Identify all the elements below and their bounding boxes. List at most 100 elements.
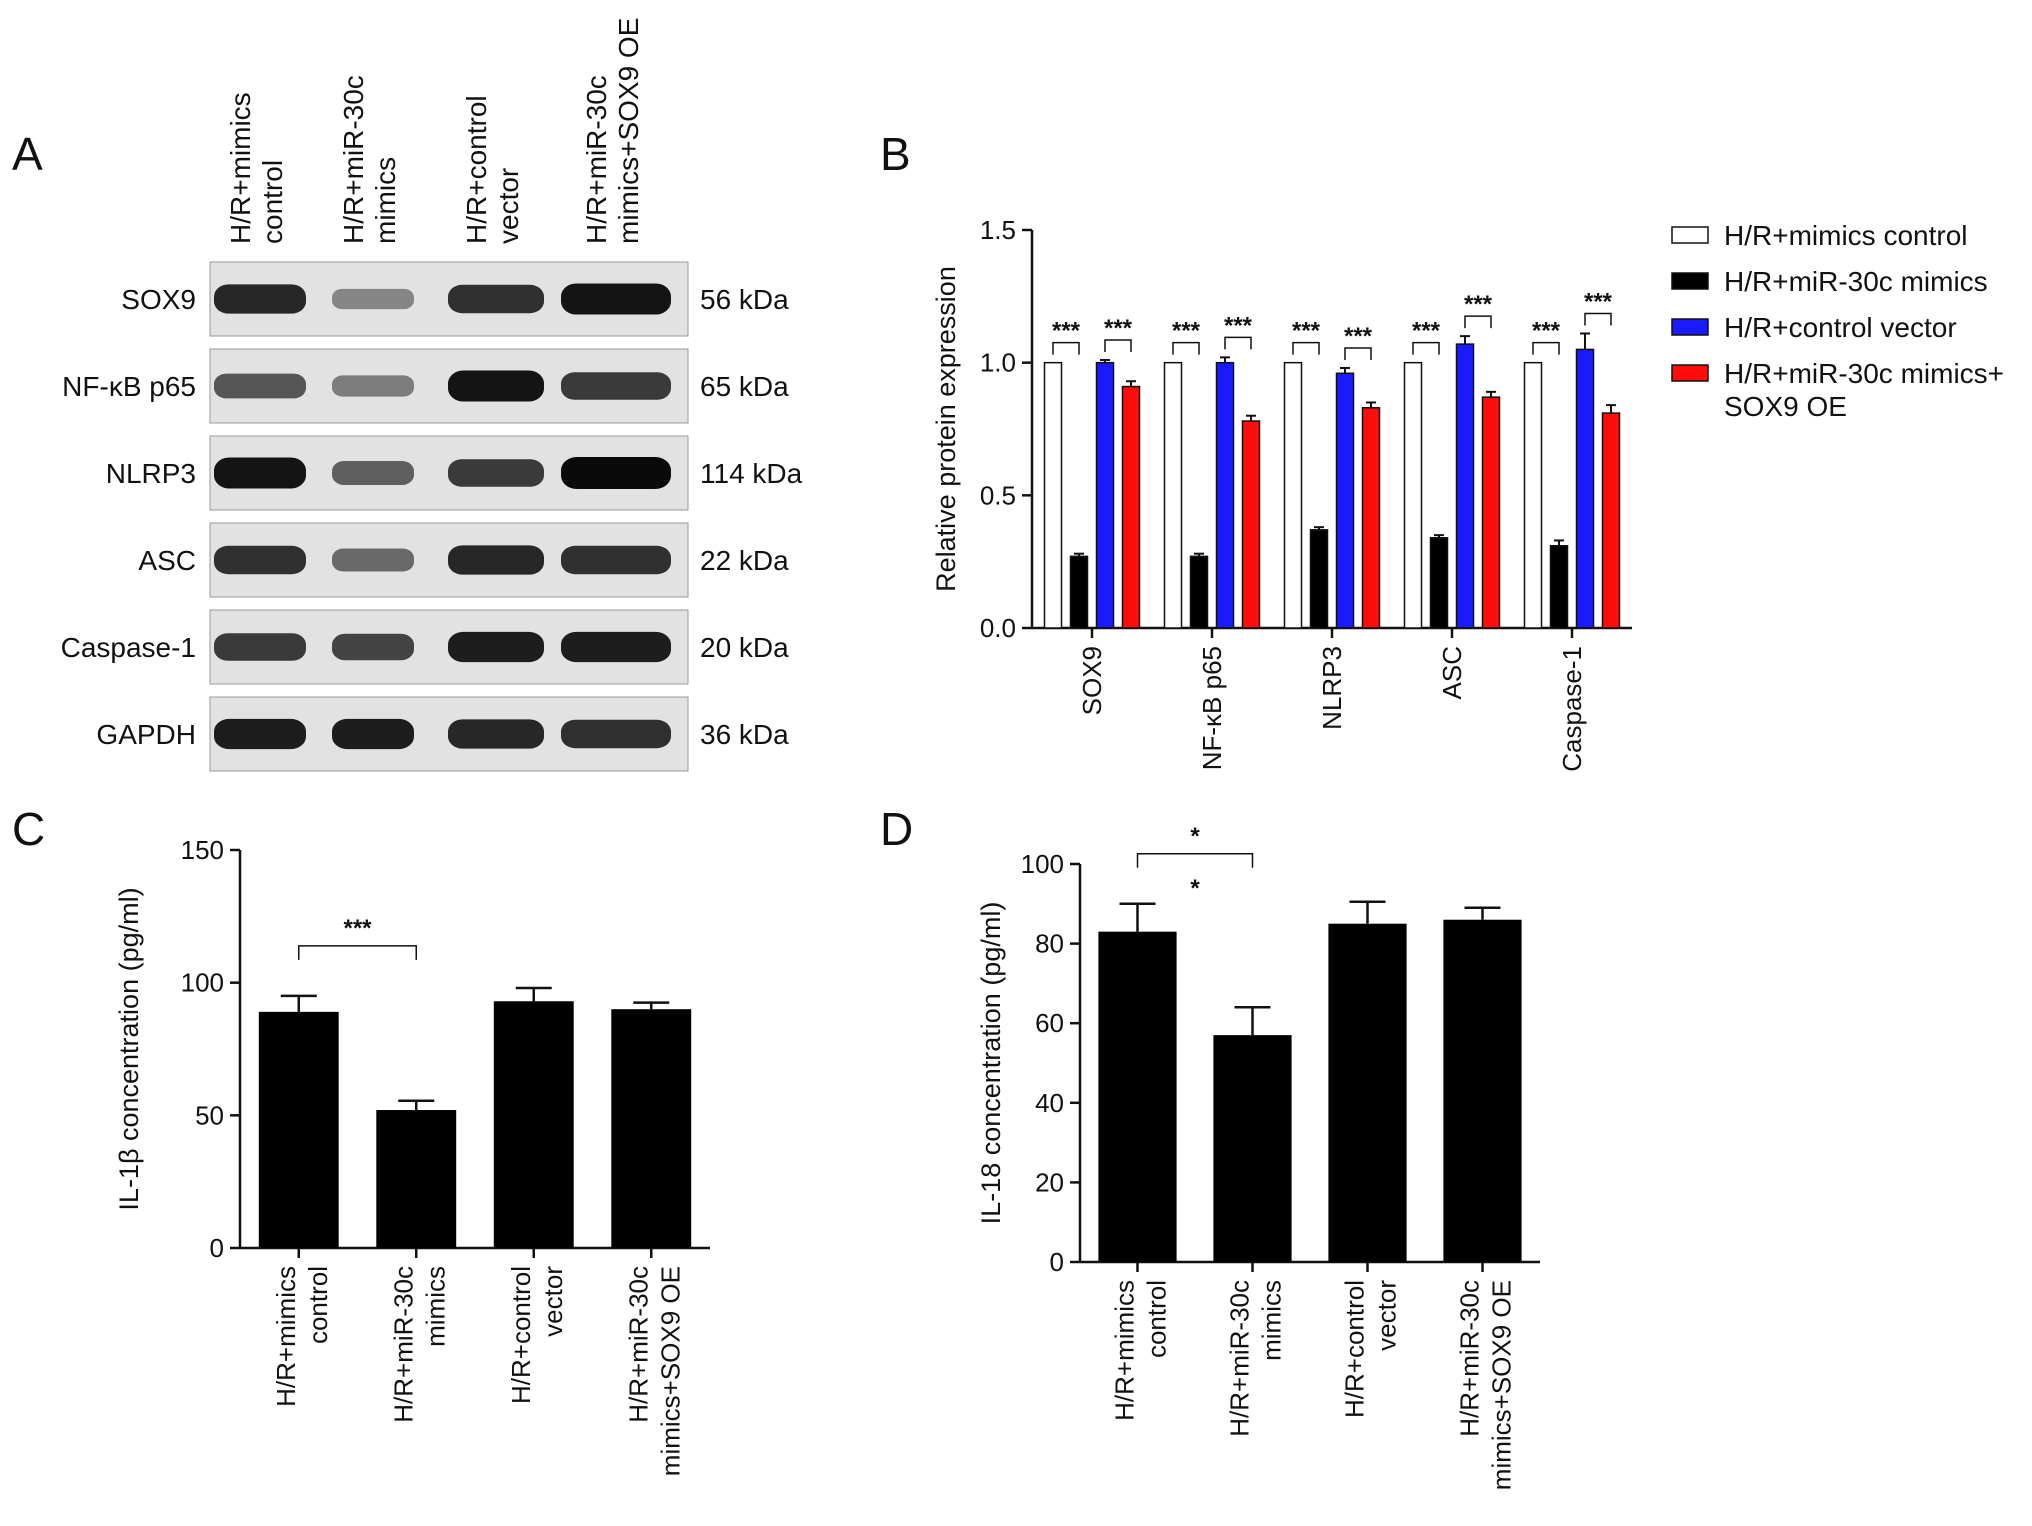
blot-band [332,548,414,572]
legend-swatch [1671,272,1709,290]
x-tick-label: H/R+control [506,1266,536,1404]
blot-band [214,457,306,489]
significance-bracket [1172,341,1200,355]
y-axis-label: IL-18 concentration (pg/ml) [976,902,1006,1225]
y-tick-label: 1.5 [980,215,1016,245]
protein-expression-chart: 0.0 0.5 1.0 1.5 Relative protein expression *… [931,215,2004,772]
lane-label: H/R+miR-30c [338,75,369,244]
bar [1121,385,1141,629]
blot-band [561,631,671,663]
western-blot-panel: H/R+mimics control H/R+miR-30c mimics H/R+co… [61,18,803,772]
panel-letter-b: B [880,128,911,180]
blot-band [561,719,671,749]
panel-letter-a: A [12,128,43,180]
bar [1069,555,1089,629]
x-tick-label: control [1142,1280,1172,1358]
bar [1043,361,1063,629]
y-tick-label: 100 [1021,849,1064,879]
blot-kda-label: 65 kDa [700,371,789,402]
x-tick-label: H/R+control [1340,1280,1370,1418]
bar [611,1009,692,1248]
x-tick-label: H/R+miR-30c [388,1266,418,1423]
y-tick-label: 100 [181,968,224,998]
bar [1403,361,1423,629]
y-tick-label: 1.0 [980,348,1016,378]
blot-band [332,375,414,397]
blot-band [561,545,671,575]
y-axis-label: Relative protein expression [931,266,961,592]
bar [1098,931,1177,1262]
lane-label: H/R+miR-30c [581,75,612,244]
blot-kda-label: 36 kDa [700,719,789,750]
significance-label: * [1190,875,1200,902]
legend-label: H/R+miR-30c mimics+ [1724,358,2004,389]
x-tick-label: mimics [1257,1280,1287,1361]
blot-protein-label: Caspase-1 [61,632,196,663]
y-tick-label: 0 [1050,1247,1064,1277]
bar [1361,407,1381,629]
lane-label: control [257,160,288,244]
lane-label: H/R+mimics [225,92,256,244]
blot-kda-label: 22 kDa [700,545,789,576]
y-tick-label: 50 [195,1100,224,1130]
y-tick-label: 0.0 [980,613,1016,643]
legend-label: H/R+miR-30c mimics [1724,266,1988,297]
bar [1429,537,1449,629]
significance-bracket [1412,341,1440,355]
blot-kda-label: 20 kDa [700,632,789,663]
y-tick-label: 20 [1035,1167,1064,1197]
x-tick-label: H/R+mimics [1110,1280,1140,1421]
bar [1283,361,1303,629]
bar [1095,361,1115,629]
x-tick-label: mimics [420,1266,450,1347]
lane-label: vector [493,168,524,244]
blot-band [214,284,306,314]
blot-band [214,633,306,661]
legend-label: H/R+control vector [1724,312,1957,343]
blot-band [332,718,414,750]
blot-band [448,459,544,487]
blot-band [448,284,544,314]
il1b-concentration-chart: 0 50 100 150 IL-1β concentration (pg/ml) H/R+… [114,835,710,1476]
blot-band [332,461,414,485]
x-tick-label: control [303,1266,333,1344]
y-tick-label: 0 [210,1233,224,1263]
x-tick-label: mimics+SOX9 OE [1487,1280,1517,1490]
blot-protein-label: SOX9 [121,284,196,315]
y-tick-label: 150 [181,835,224,865]
legend-label: SOX9 OE [1724,391,1847,422]
bar [1455,343,1475,629]
blot-protein-label: NF-κB p65 [62,371,196,402]
x-tick-label: vector [1372,1280,1402,1351]
lane-label: mimics [370,157,401,244]
bar [1523,361,1543,629]
lane-label: mimics+SOX9 OE [613,18,644,244]
blot-band [448,545,544,575]
bar [1481,396,1501,629]
x-tick-label: H/R+miR-30c [623,1266,653,1423]
blot-band [214,545,306,575]
y-tick-label: 80 [1035,929,1064,959]
x-tick-label: SOX9 [1077,646,1107,715]
x-tick-label: mimics+SOX9 OE [655,1266,685,1476]
x-tick-label: NF-κB p65 [1197,646,1227,770]
bar [258,1011,339,1248]
bar [1575,348,1595,629]
significance-bracket [1136,853,1254,868]
significance-bracket [1104,339,1132,353]
significance-bracket [1532,341,1560,355]
il18-concentration-chart: 0 20 40 60 80 100 IL-18 concentration (pg/ml) H… [976,823,1540,1490]
x-tick-label: H/R+miR-30c [1455,1280,1485,1437]
significance-label: *** [1104,315,1133,342]
significance-label: *** [343,915,372,942]
blot-band [561,457,671,489]
bar [1443,919,1522,1262]
blot-band [561,372,671,400]
significance-label: *** [1464,291,1493,318]
y-axis-label: IL-1β concentration (pg/ml) [114,887,144,1210]
blot-protein-label: GAPDH [96,719,196,750]
x-tick-label: Caspase-1 [1557,646,1587,772]
x-tick-label: vector [538,1266,568,1337]
legend-swatch [1671,318,1709,336]
significance-bracket [1292,341,1320,355]
